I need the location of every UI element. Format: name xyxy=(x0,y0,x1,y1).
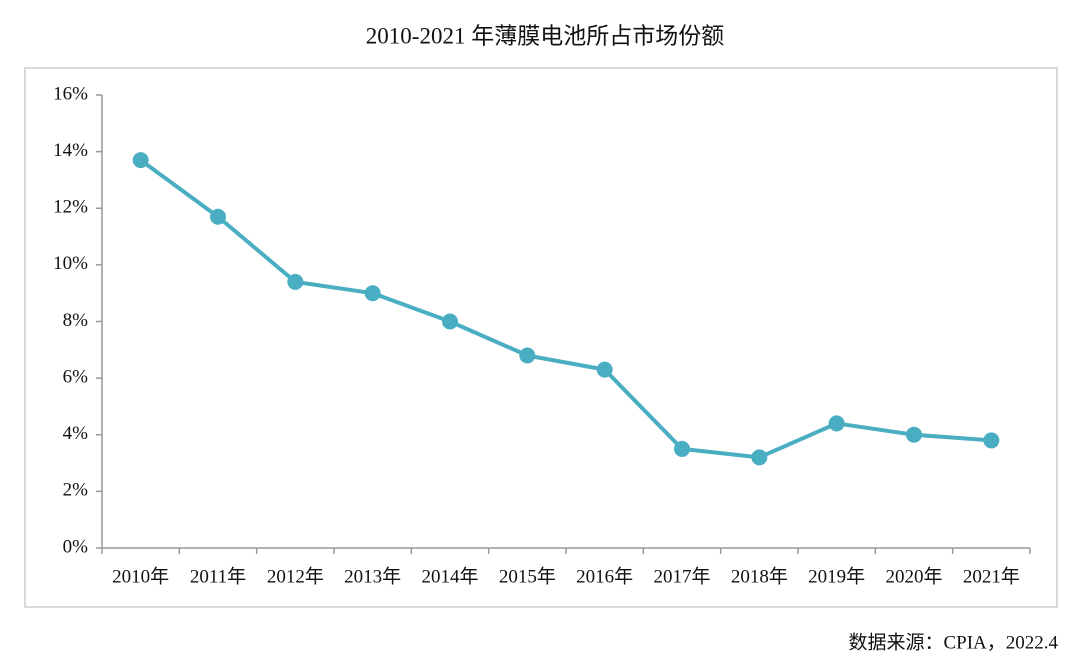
y-tick-label: 6% xyxy=(63,366,89,387)
data-point xyxy=(210,208,226,225)
x-tick-label: 2012年 xyxy=(267,565,324,587)
x-tick-label: 2011年 xyxy=(190,565,246,587)
x-tick-label: 2021年 xyxy=(963,565,1020,587)
chart-title: 2010-2021 年薄膜电池所占市场份额 xyxy=(366,23,724,48)
data-point xyxy=(906,426,922,443)
x-tick-label: 2013年 xyxy=(344,565,401,587)
data-point xyxy=(674,440,690,457)
y-tick-label: 16% xyxy=(53,83,88,104)
source-note: 数据来源：CPIA，2022.4 xyxy=(848,631,1058,653)
x-tick-label: 2016年 xyxy=(576,565,633,587)
x-tick-label: 2019年 xyxy=(808,565,865,587)
y-tick-label: 4% xyxy=(63,423,89,444)
chart-border xyxy=(24,67,1058,608)
x-tick-label: 2010年 xyxy=(112,565,169,587)
data-point xyxy=(519,347,536,364)
y-tick-label: 10% xyxy=(53,253,88,274)
x-tick-label: 2015年 xyxy=(499,565,556,587)
y-tick-label: 2% xyxy=(63,480,89,501)
x-tick-label: 2020年 xyxy=(885,565,942,587)
data-point xyxy=(442,313,458,330)
y-tick-label: 0% xyxy=(63,536,89,557)
data-point xyxy=(828,415,845,432)
data-point xyxy=(596,361,613,378)
data-point xyxy=(287,273,304,290)
y-tick-label: 8% xyxy=(63,310,89,331)
x-tick-label: 2017年 xyxy=(653,565,710,587)
data-point xyxy=(364,285,381,302)
data-point xyxy=(983,432,1000,449)
y-tick-label: 14% xyxy=(53,140,88,161)
data-point xyxy=(132,152,149,169)
data-line xyxy=(139,158,992,460)
data-point xyxy=(751,449,768,466)
x-tick-label: 2018年 xyxy=(731,565,788,587)
y-tick-label: 12% xyxy=(53,197,88,218)
x-tick-label: 2014年 xyxy=(421,565,478,587)
